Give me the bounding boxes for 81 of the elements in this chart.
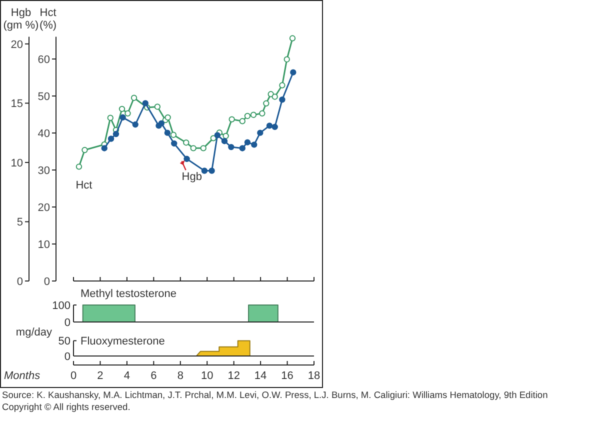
annotation: Hgb — [182, 171, 202, 184]
point — [164, 114, 171, 121]
annotation: Hct — [76, 180, 92, 192]
point — [124, 110, 131, 116]
point — [266, 122, 273, 129]
y-tick-label: 0 — [64, 316, 70, 329]
y-tick-label: 40 — [38, 128, 50, 140]
point — [289, 35, 296, 42]
point — [190, 145, 196, 152]
point — [118, 106, 126, 112]
point — [257, 130, 264, 136]
y2-tick-label: 20 — [10, 38, 23, 51]
point — [222, 132, 229, 140]
x-tick-label: 12 — [228, 370, 240, 382]
chart-title: Methyl testosterone — [80, 288, 176, 300]
point — [228, 116, 235, 122]
point — [244, 112, 251, 120]
point — [130, 94, 138, 101]
point — [107, 114, 114, 121]
chart-title: Fluoxymesterone — [80, 336, 165, 348]
y2-tick-label: 5 — [16, 216, 23, 229]
point — [208, 168, 215, 174]
point — [279, 96, 286, 103]
point — [120, 114, 126, 121]
point — [279, 82, 286, 88]
point — [154, 104, 161, 110]
point — [239, 118, 246, 124]
point — [214, 132, 220, 138]
point — [251, 142, 258, 148]
y-tick-label: 0 — [44, 276, 50, 288]
point — [263, 100, 270, 106]
x-tick-label: 14 — [254, 370, 267, 382]
point — [171, 140, 178, 147]
point — [108, 136, 114, 142]
x-tick-label: 18 — [308, 370, 320, 382]
y-tick-label: 100 — [52, 300, 70, 312]
x-axis-title: Months — [4, 370, 41, 382]
x-tick-label: 6 — [150, 370, 157, 382]
x-tick-label: 2 — [97, 370, 104, 382]
y-axis-title: mg/day — [16, 326, 52, 338]
text: Copyright © All rights reserved. — [2, 402, 130, 412]
y-tick-label: 10 — [38, 238, 50, 251]
point — [76, 164, 82, 170]
point — [170, 132, 177, 138]
y-tick-label: 50 — [38, 90, 50, 103]
point — [290, 69, 296, 76]
y-tick-label: 50 — [58, 336, 70, 348]
y2-tick-label: 0 — [16, 276, 23, 288]
point — [184, 156, 190, 162]
point — [158, 120, 165, 126]
point — [259, 110, 266, 116]
source-note: Source: K. Kaushansky, M.A. Lichtman, J.T. Prchal, M.M. Levi, O.W. Press, L.J. Burns, M. Caligiuri: Williams Hematology, 9th Edition — [2, 390, 548, 400]
point — [132, 121, 138, 128]
x-tick-label: 4 — [124, 370, 130, 382]
point — [228, 144, 234, 150]
x-tick-label: 16 — [281, 370, 294, 382]
point — [200, 145, 206, 152]
point — [201, 168, 208, 174]
y2-tick-label: 10 — [10, 157, 23, 170]
point — [272, 94, 278, 100]
y-tick-label: 20 — [38, 202, 50, 214]
point — [272, 124, 278, 130]
x-tick-label: 10 — [200, 370, 214, 382]
y-tick-label: 60 — [38, 54, 50, 66]
point — [142, 100, 148, 106]
point — [250, 112, 257, 118]
point — [284, 56, 290, 62]
y-tick-label: 0 — [64, 350, 70, 363]
point — [239, 145, 246, 152]
y2-axis-title: Hgb (gm %) — [3, 6, 39, 32]
point — [112, 130, 120, 138]
point — [164, 130, 171, 136]
point — [101, 145, 108, 152]
y-tick-label: 30 — [38, 164, 50, 177]
point — [221, 138, 228, 144]
point — [82, 146, 88, 154]
point — [244, 139, 251, 146]
point — [183, 140, 190, 146]
y2-tick-label: 15 — [10, 98, 23, 110]
y-axis-title: Hct (%) — [39, 6, 57, 32]
x-tick-label: 8 — [177, 370, 184, 382]
